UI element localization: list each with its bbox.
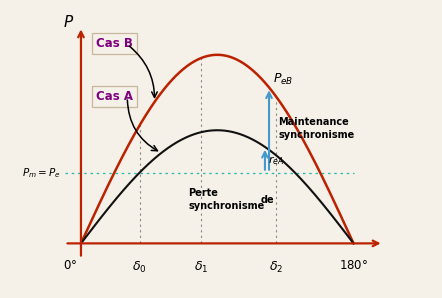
- Text: $P$: $P$: [63, 14, 74, 30]
- Text: $0°$: $0°$: [63, 260, 77, 272]
- Text: $\delta_2$: $\delta_2$: [269, 260, 283, 274]
- Text: $\delta_0$: $\delta_0$: [132, 260, 147, 274]
- Text: Cas A: Cas A: [96, 90, 133, 103]
- Text: Maintenance
synchronisme: Maintenance synchronisme: [278, 117, 355, 140]
- Text: $r_{eA}$: $r_{eA}$: [268, 154, 284, 167]
- Text: de: de: [261, 195, 274, 205]
- Text: $\delta_1$: $\delta_1$: [194, 260, 208, 274]
- Text: Perte
synchronisme: Perte synchronisme: [189, 188, 265, 211]
- Text: $180°$: $180°$: [339, 260, 368, 272]
- Text: $P_{eB}$: $P_{eB}$: [273, 72, 293, 87]
- Text: Cas B: Cas B: [96, 37, 133, 50]
- Text: $P_m = P_e$: $P_m = P_e$: [22, 166, 61, 179]
